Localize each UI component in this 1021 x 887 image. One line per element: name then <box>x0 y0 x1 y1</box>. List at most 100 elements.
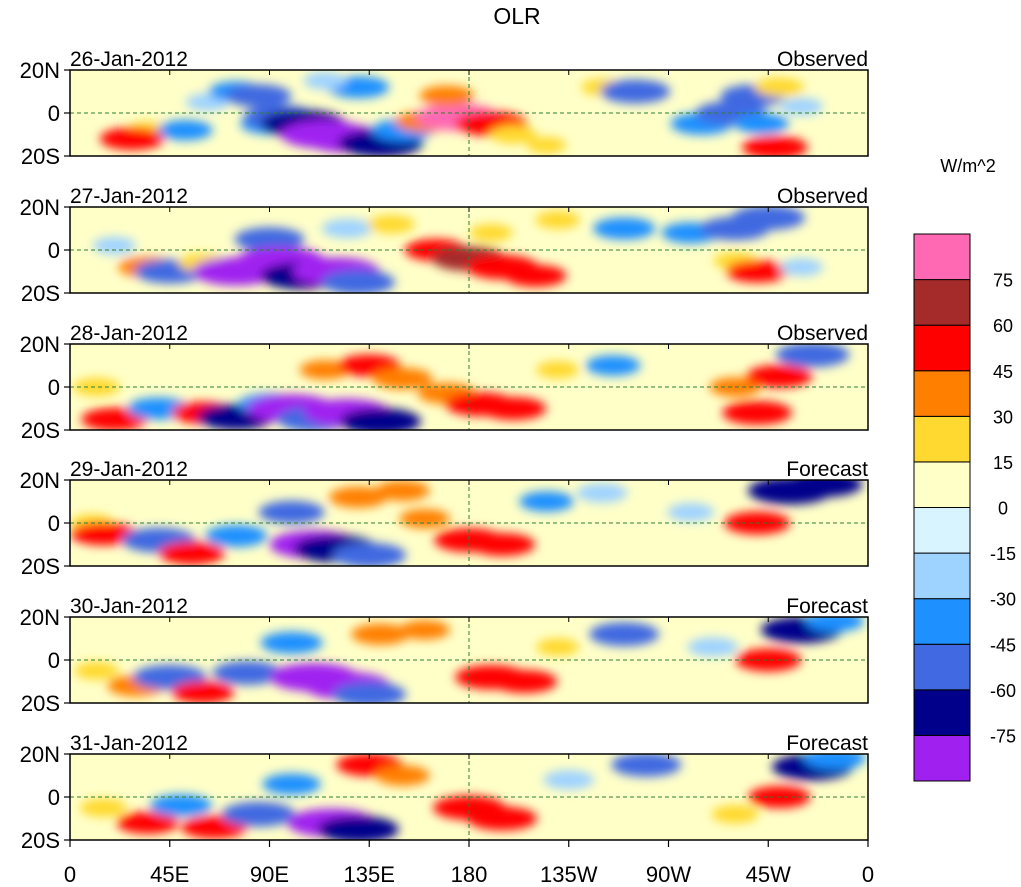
x-tick-label: 0 <box>64 862 76 887</box>
y-tick-label: 20N <box>20 605 60 630</box>
olr-anomaly-blobs <box>99 71 824 156</box>
olr-anomaly-16 <box>504 264 567 287</box>
colorbar-tick-label: -15 <box>990 544 1016 564</box>
panel-date: 30-Jan-2012 <box>70 595 188 618</box>
panel-6: 20N 0 20S 31-Jan-2012 Forecast <box>20 732 869 853</box>
olr-anomaly-20 <box>489 125 537 144</box>
olr-anomaly-2 <box>116 811 179 834</box>
olr-anomaly-5 <box>212 660 283 685</box>
olr-anomaly-5 <box>205 524 268 547</box>
colorbar-units-label: W/m^2 <box>940 156 995 176</box>
olr-anomaly-16 <box>576 483 628 503</box>
olr-anomaly-4 <box>158 541 225 565</box>
olr-anomaly-1 <box>92 236 136 255</box>
olr-anomaly-14 <box>611 754 682 777</box>
y-tick-label: 20N <box>20 58 60 83</box>
panels: 20N 0 20S 26-Jan-2012 Observed 20N 0 20S 27-Jan-… <box>20 48 869 853</box>
olr-anomaly-21 <box>746 364 813 388</box>
olr-anomaly-6 <box>260 631 323 654</box>
olr-anomaly-3 <box>149 794 212 817</box>
colorbar-box <box>913 233 971 281</box>
colorbar-box <box>913 461 971 508</box>
panel-kind: Observed <box>777 185 868 208</box>
colorbar: W/m^2 -75 -60 -45 -30 -15 0 15 30 45 60 75 <box>913 156 1016 782</box>
y-tick-label: 0 <box>48 375 60 400</box>
olr-anomaly-11 <box>299 360 351 380</box>
olr-anomaly-20 <box>784 480 863 498</box>
panel-date: 31-Jan-2012 <box>70 732 188 755</box>
olr-anomaly-11 <box>399 620 451 640</box>
y-tick-label: 0 <box>48 785 60 810</box>
panel-4: 20N 0 20S 29-Jan-2012 Forecast <box>20 458 869 579</box>
olr-anomaly-blobs <box>74 617 864 703</box>
colorbar-box <box>913 734 971 782</box>
y-tick-label: 20S <box>21 691 60 716</box>
colorbar-box <box>913 643 971 691</box>
olr-anomaly-24 <box>726 260 789 283</box>
olr-anomaly-15 <box>519 491 574 512</box>
y-tick-label: 20N <box>20 332 60 357</box>
panel-5: 20N 0 20S 30-Jan-2012 Forecast <box>20 595 869 716</box>
olr-anomaly-18 <box>585 355 641 376</box>
olr-anomaly-28 <box>754 77 804 97</box>
olr-anomaly-19 <box>593 217 656 240</box>
olr-anomaly-1 <box>73 377 121 397</box>
olr-field <box>92 207 824 293</box>
colorbar-tick-label: -75 <box>990 726 1016 746</box>
olr-anomaly-blobs <box>92 207 824 293</box>
olr-anomaly-2 <box>99 127 165 151</box>
olr-anomaly-20 <box>722 400 793 425</box>
y-tick-label: 20S <box>21 418 60 443</box>
y-tick-label: 20N <box>20 468 60 493</box>
x-tick-label: 45W <box>746 862 791 887</box>
olr-anomaly-9 <box>332 542 407 566</box>
x-tick-label: 90W <box>646 862 691 887</box>
y-tick-label: 0 <box>48 648 60 673</box>
x-tick-label: 180 <box>451 862 488 887</box>
olr-anomaly-10 <box>351 623 410 645</box>
olr-anomaly-13 <box>543 770 595 790</box>
colorbar-tick-label: 0 <box>998 499 1008 519</box>
x-tick-label: 90E <box>250 862 289 887</box>
olr-anomaly-21 <box>526 136 567 154</box>
olr-anomaly-1 <box>79 798 127 817</box>
olr-anomaly-22 <box>731 207 806 231</box>
panel-date: 26-Jan-2012 <box>70 48 188 71</box>
olr-anomaly-13 <box>491 670 558 693</box>
olr-anomaly-29 <box>779 97 824 116</box>
y-tick-label: 20S <box>21 828 60 853</box>
olr-anomaly-14 <box>469 533 536 556</box>
olr-anomaly-12 <box>399 509 451 529</box>
colorbar-box <box>913 689 971 736</box>
colorbar-tick-label: -30 <box>990 590 1016 610</box>
y-tick-label: 0 <box>48 238 60 263</box>
olr-anomaly-19 <box>805 617 864 632</box>
olr-anomaly-6 <box>262 773 321 795</box>
colorbar-box <box>913 552 971 600</box>
panel-date: 27-Jan-2012 <box>70 185 188 208</box>
panel-kind: Forecast <box>786 458 868 481</box>
olr-anomaly-27 <box>734 113 789 134</box>
colorbar-box <box>913 507 971 554</box>
olr-anomaly-17 <box>469 224 513 242</box>
olr-anomaly-15 <box>711 804 759 824</box>
olr-anomaly-16 <box>687 637 739 657</box>
colorbar-tick-label: 45 <box>993 362 1013 382</box>
colorbar-box <box>913 598 971 645</box>
olr-anomaly-19 <box>419 85 475 106</box>
y-tick-label: 20S <box>21 554 60 579</box>
olr-anomaly-6 <box>234 227 305 252</box>
olr-anomaly-17 <box>667 503 715 522</box>
olr-anomaly-17 <box>536 361 580 379</box>
y-tick-label: 0 <box>48 101 60 126</box>
figure-title: OLR <box>493 3 540 29</box>
olr-anomaly-10 <box>321 269 395 293</box>
olr-anomaly-3 <box>157 120 213 141</box>
olr-anomaly-18 <box>535 210 581 229</box>
olr-anomaly-23 <box>600 79 671 104</box>
olr-anomaly-22 <box>775 344 850 368</box>
panel-date: 28-Jan-2012 <box>70 322 188 345</box>
colorbar-tick-label: 60 <box>993 316 1013 336</box>
colorbar-box <box>913 324 971 372</box>
